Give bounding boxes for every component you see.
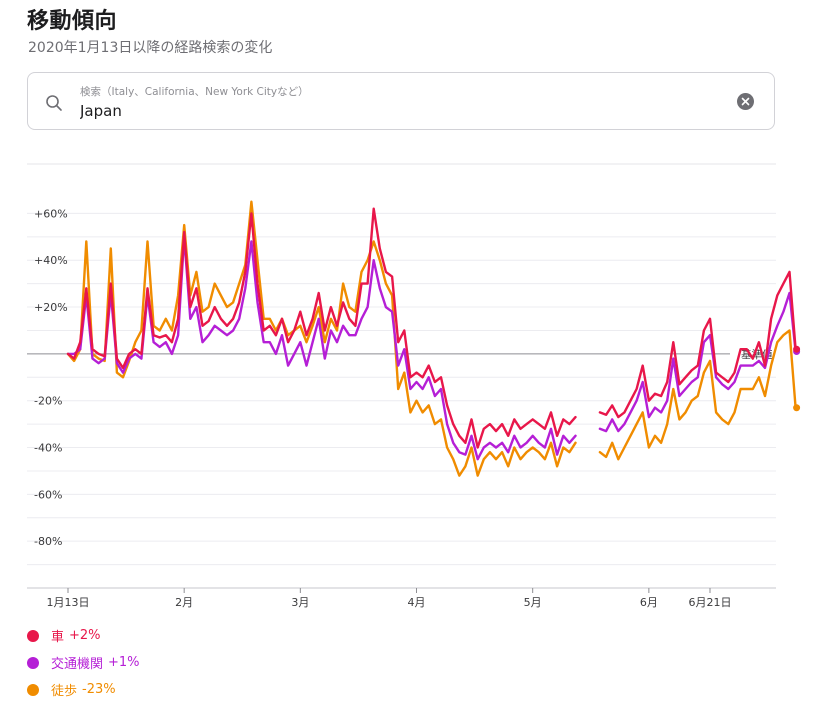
page-title: 移動傾向 [27,9,118,34]
y-tick-label: +20% [34,301,68,314]
page-subtitle: 2020年1月13日以降の経路検索の変化 [28,40,273,56]
legend-change: +1% [108,655,140,670]
series-line-0 [66,207,797,449]
search-input[interactable] [78,102,682,120]
legend-item: 交通機関 +1% [27,649,140,676]
mobility-chart: +60% +40% +20% -20% -40% -60% -80% 基準値 1月13日 2月 3月… [0,140,828,615]
y-tick-label: -40% [34,442,62,455]
x-tick-label: 6月 [640,596,658,609]
x-tick-label: 2月 [175,596,193,609]
y-tick-label: +60% [34,207,68,220]
y-tick-label: -20% [34,395,62,408]
legend: 車 +2% 交通機関 +1% 徒歩 -23% [27,622,140,703]
x-tick-label: 6月21日 [689,596,732,609]
series-line-1 [66,235,797,461]
legend-dot [27,629,39,642]
legend-dot [27,683,39,696]
clear-icon[interactable] [737,93,754,110]
y-tick-label: -60% [34,488,62,501]
legend-change: -23% [82,682,116,697]
series-line-2 [66,200,797,477]
legend-name: 交通機関 [51,657,104,672]
series-endpoint-2 [793,404,801,412]
search-icon [46,95,62,111]
legend-name: 車 [51,630,65,645]
legend-name: 徒歩 [51,684,78,699]
search-box[interactable]: 検索（Italy、California、New York Cityなど） [27,72,775,130]
legend-change: +2% [69,628,101,643]
x-tick-label: 1月13日 [47,596,90,609]
x-tick-label: 4月 [408,596,426,609]
y-tick-label: -80% [34,535,62,548]
y-tick-label: +40% [34,254,68,267]
series-endpoint-0 [793,345,801,353]
legend-dot [27,656,39,669]
legend-item: 車 +2% [27,622,140,649]
search-placeholder: 検索（Italy、California、New York Cityなど） [80,86,309,98]
legend-item: 徒歩 -23% [27,676,140,703]
x-tick-label: 5月 [524,596,542,609]
x-tick-label: 3月 [291,596,309,609]
